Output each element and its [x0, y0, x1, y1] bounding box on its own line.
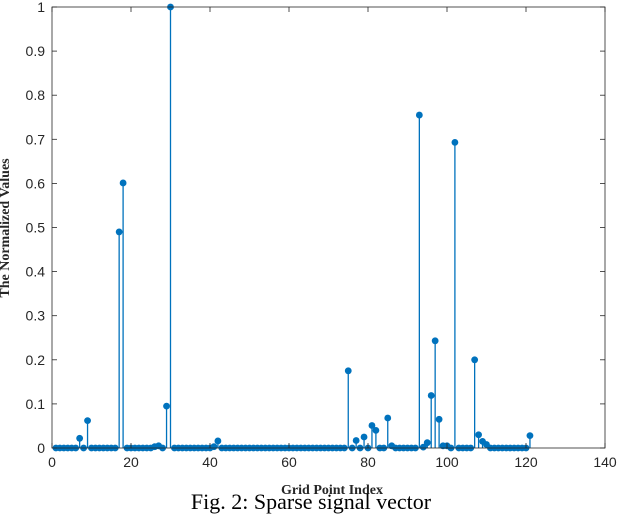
y-tick-label: 0.3	[26, 308, 46, 324]
stem-marker	[352, 437, 360, 444]
x-tick-label: 60	[281, 454, 297, 470]
stem-marker	[471, 356, 479, 364]
y-tick-label: 0.1	[26, 396, 46, 412]
y-tick-label: 0.2	[26, 352, 46, 368]
stem-marker	[415, 111, 423, 119]
y-tick-label: 0.9	[26, 43, 46, 59]
x-tick-label: 0	[48, 454, 56, 470]
stem-marker	[431, 337, 439, 345]
y-tick-label: 0.5	[26, 220, 46, 236]
stem-marker	[526, 432, 534, 440]
stem-marker	[475, 431, 482, 439]
stem-marker	[360, 433, 368, 441]
stem-marker	[368, 422, 376, 429]
stem-marker	[84, 417, 91, 425]
x-tick-label: 140	[593, 454, 617, 470]
y-tick-label: 0.8	[26, 87, 46, 103]
x-tick-label: 80	[360, 454, 376, 470]
x-tick-label: 100	[435, 454, 459, 470]
x-axis-label: Grid Point Index	[281, 483, 383, 498]
y-tick-label: 0	[37, 440, 45, 456]
stem-marker	[384, 414, 392, 422]
stem-marker	[115, 228, 123, 236]
stem-marker	[419, 443, 427, 451]
y-tick-label: 1	[37, 0, 45, 15]
stem-marker	[119, 179, 127, 187]
stem-marker	[435, 415, 443, 423]
figure-caption: Fig. 2: Sparse signal vector	[190, 489, 432, 514]
stem-marker	[451, 138, 459, 146]
stem-marker	[163, 402, 170, 410]
x-tick-label: 20	[123, 454, 139, 470]
stem-marker	[427, 392, 435, 399]
stem-marker	[210, 443, 218, 451]
y-axis-label: The Normalized Values	[0, 158, 13, 298]
stem-marker	[372, 426, 380, 434]
stem-marker	[214, 437, 222, 445]
y-tick-label: 0.7	[26, 131, 46, 147]
x-tick-label: 40	[202, 454, 218, 470]
y-tick-label: 0.4	[26, 264, 46, 280]
axes: 0 20 40 60 80 100 120 140 0 0.1 0.2 0.3 0.4 0.5 0.6 0.7…	[26, 0, 617, 470]
plot-frame	[51, 6, 606, 449]
stem-series	[52, 3, 534, 452]
y-tick-label: 0.6	[26, 175, 46, 191]
stem-marker	[344, 367, 352, 375]
x-tick-label: 120	[514, 454, 538, 470]
stem-marker	[76, 434, 84, 442]
stem-marker	[423, 439, 431, 447]
